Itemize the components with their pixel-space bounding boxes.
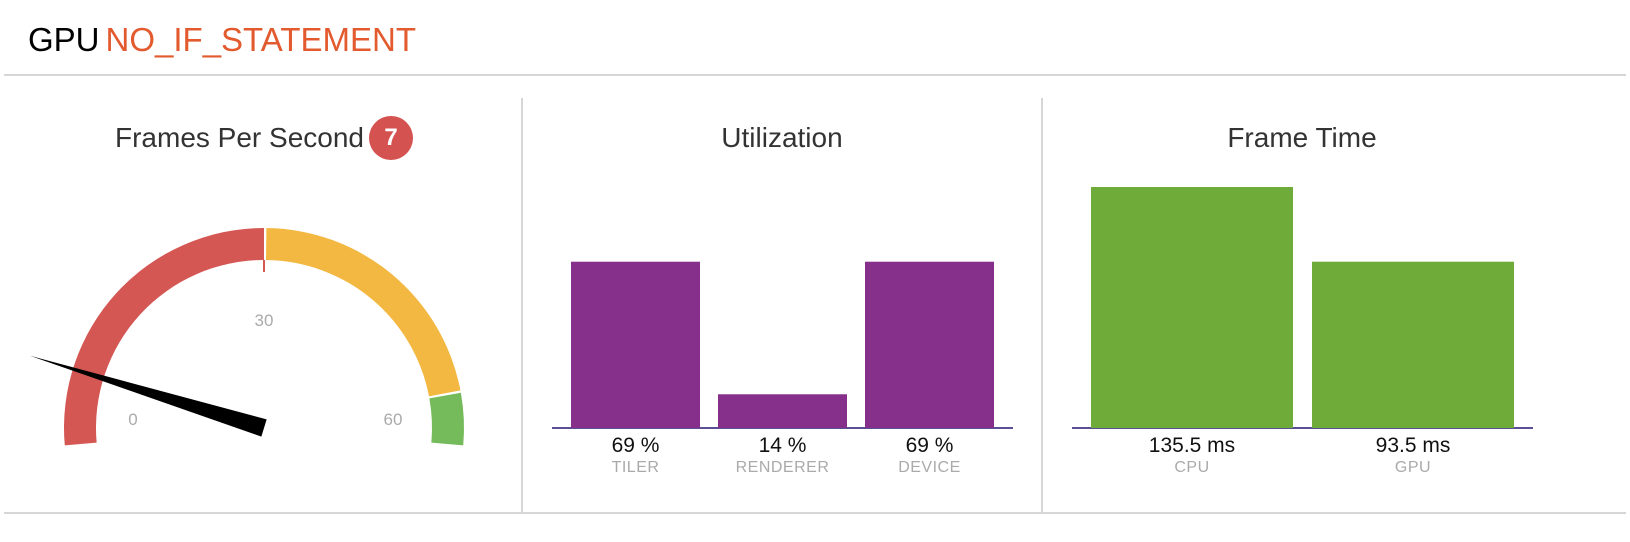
bar-category-label: GPU	[1395, 459, 1431, 476]
bar-value-label: 135.5 ms	[1149, 434, 1235, 457]
gauge-tick-label: 30	[255, 311, 274, 330]
panel-divider-2	[1041, 98, 1043, 512]
panel-divider-1	[521, 98, 523, 512]
bar-cpu	[1091, 187, 1293, 428]
header-divider	[4, 74, 1626, 76]
gauge-zone-2	[429, 392, 465, 446]
bar-value-label: 69 %	[906, 434, 954, 457]
bar-device	[865, 261, 994, 428]
bar-value-label: 93.5 ms	[1376, 434, 1451, 457]
gauge-needle	[29, 355, 267, 437]
bar-category-label: CPU	[1174, 459, 1209, 476]
bottom-divider	[4, 512, 1626, 514]
gauge-tick-label: 60	[384, 410, 403, 429]
fps-badge: 7	[369, 116, 413, 160]
bar-tiler	[571, 261, 700, 428]
gauge-zone-0	[64, 228, 264, 446]
page-title: GPU NO_IF_STATEMENT	[28, 20, 416, 60]
bar-value-label: 69 %	[612, 434, 660, 457]
title-prefix: GPU	[28, 21, 100, 58]
bar-category-label: DEVICE	[898, 459, 961, 476]
bar-category-label: TILER	[612, 459, 660, 476]
gauge-zone-1	[266, 228, 461, 397]
bar-renderer	[718, 394, 847, 428]
fps-title: Frames Per Second	[115, 122, 364, 153]
bar-value-label: 14 %	[759, 434, 807, 457]
utilization-title: Utilization	[721, 122, 843, 153]
fps-gauge: 0 30 60	[29, 228, 465, 446]
bar-category-label: RENDERER	[736, 459, 830, 476]
bar-gpu	[1312, 261, 1514, 428]
gauge-tick-label: 0	[128, 410, 137, 429]
frametime-title: Frame Time	[1227, 122, 1377, 153]
utilization-chart: 69 % TILER 14 % RENDERER 69 % DEVICE	[552, 261, 1013, 476]
test-name: NO_IF_STATEMENT	[105, 21, 416, 58]
frametime-chart: 135.5 ms CPU 93.5 ms GPU	[1072, 187, 1533, 476]
